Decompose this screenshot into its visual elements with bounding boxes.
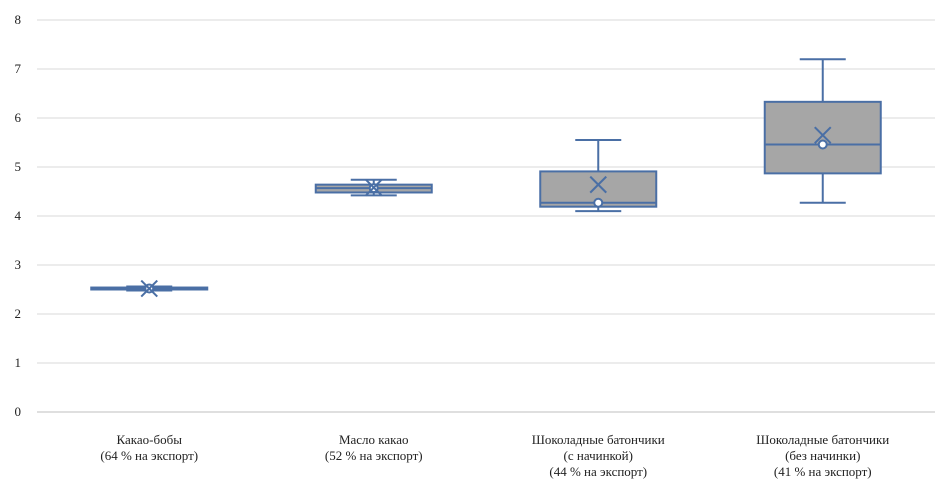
mean-marker bbox=[589, 175, 607, 194]
y-axis-tick-labels: 0 1 2 3 4 5 6 7 8 bbox=[15, 12, 22, 419]
x-category-label: (44 % на экспорт) bbox=[549, 464, 647, 479]
box-group bbox=[314, 178, 433, 197]
mean-marker bbox=[365, 178, 383, 197]
y-tick-label: 8 bbox=[15, 12, 22, 27]
x-category-label: (без начинки) bbox=[785, 448, 860, 463]
box-group bbox=[539, 139, 658, 213]
box-series bbox=[90, 58, 882, 298]
mean-marker-stroke bbox=[589, 175, 607, 194]
y-tick-label: 4 bbox=[15, 208, 22, 223]
x-category-label: (52 % на экспорт) bbox=[325, 448, 423, 463]
x-category-label: (64 % на экспорт) bbox=[100, 448, 198, 463]
box-group bbox=[90, 279, 209, 298]
y-tick-label: 7 bbox=[15, 61, 22, 76]
x-category-label: (41 % на экспорт) bbox=[774, 464, 872, 479]
y-tick-label: 5 bbox=[15, 159, 22, 174]
y-tick-label: 3 bbox=[15, 257, 22, 272]
mean-marker-stroke bbox=[365, 178, 383, 197]
median-marker bbox=[593, 197, 604, 208]
mean-marker bbox=[814, 126, 832, 144]
y-tick-label: 1 bbox=[15, 355, 22, 370]
median-marker bbox=[817, 139, 828, 150]
y-tick-label: 6 bbox=[15, 110, 22, 125]
x-category-label: (с начинкой) bbox=[564, 448, 633, 463]
mean-marker-stroke bbox=[814, 126, 832, 144]
mean-marker bbox=[140, 279, 158, 298]
x-category-label: Шоколадные батончики bbox=[756, 432, 889, 447]
box-group bbox=[763, 58, 882, 204]
mean-marker-stroke bbox=[140, 279, 158, 298]
x-category-label: Какао-бобы bbox=[117, 432, 183, 447]
x-category-label: Шоколадные батончики bbox=[532, 432, 665, 447]
y-tick-label: 0 bbox=[15, 404, 22, 419]
iqr-box bbox=[763, 100, 882, 175]
x-axis-category-labels: Какао-бобы(64 % на экспорт) Масло какао(5… bbox=[100, 432, 889, 479]
gridlines bbox=[37, 19, 935, 364]
x-category-label: Масло какао bbox=[339, 432, 409, 447]
y-tick-label: 2 bbox=[15, 306, 22, 321]
